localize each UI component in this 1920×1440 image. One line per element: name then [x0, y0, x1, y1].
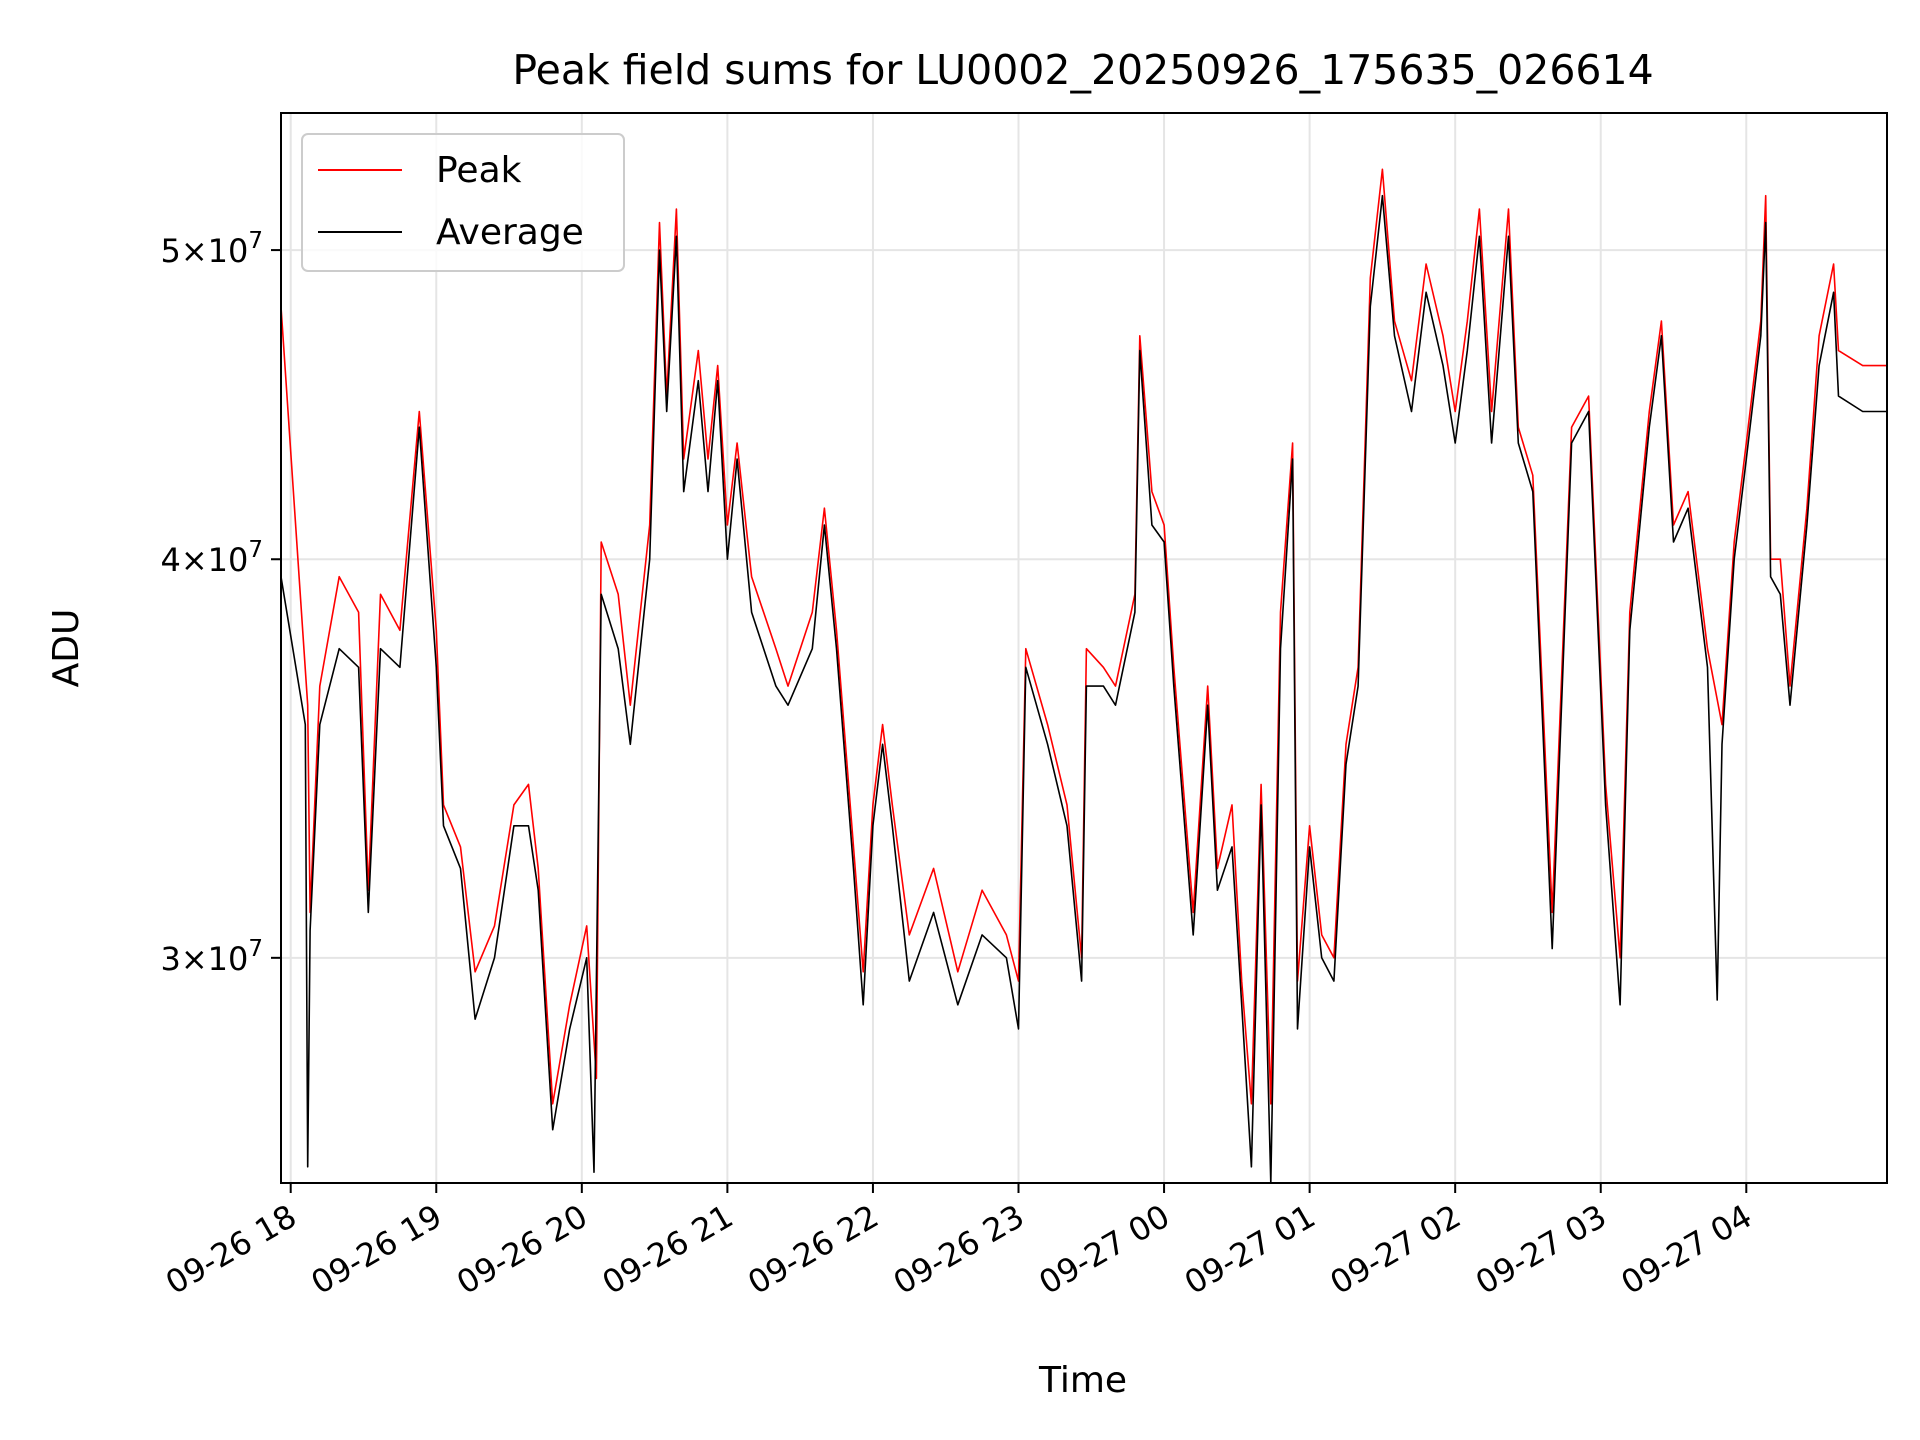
y-tick-exponent: 7	[248, 228, 263, 254]
grid	[281, 113, 1887, 1183]
legend-label-peak: Peak	[436, 150, 522, 191]
y-tick-exponent: 7	[248, 537, 263, 563]
plot-area-frame	[280, 112, 1888, 1184]
y-tick-mantissa: 3	[160, 940, 180, 978]
y-tick-exponent: 7	[248, 936, 263, 962]
y-tick-times: ×10	[181, 940, 249, 978]
y-tick-label: 3×107	[160, 936, 263, 978]
chart-title: Peak field sums for LU0002_20250926_1756…	[512, 46, 1653, 94]
legend-label-average: Average	[436, 212, 584, 253]
series-line-peak	[280, 168, 1887, 1105]
legend-box	[301, 133, 625, 272]
y-tick-times: ×10	[181, 541, 249, 579]
y-tick-label: 4×107	[160, 537, 263, 579]
y-tick-mantissa: 5	[160, 232, 180, 270]
y-tick-label: 5×107	[160, 228, 263, 270]
y-axis-label: ADU	[46, 609, 87, 688]
y-tick-mantissa: 4	[160, 541, 180, 579]
y-tick-times: ×10	[181, 232, 249, 270]
series-line-average	[280, 194, 1887, 1184]
legend: Peak Average	[301, 133, 625, 272]
series-lines	[280, 168, 1887, 1184]
x-axis-label: Time	[1038, 1360, 1127, 1401]
